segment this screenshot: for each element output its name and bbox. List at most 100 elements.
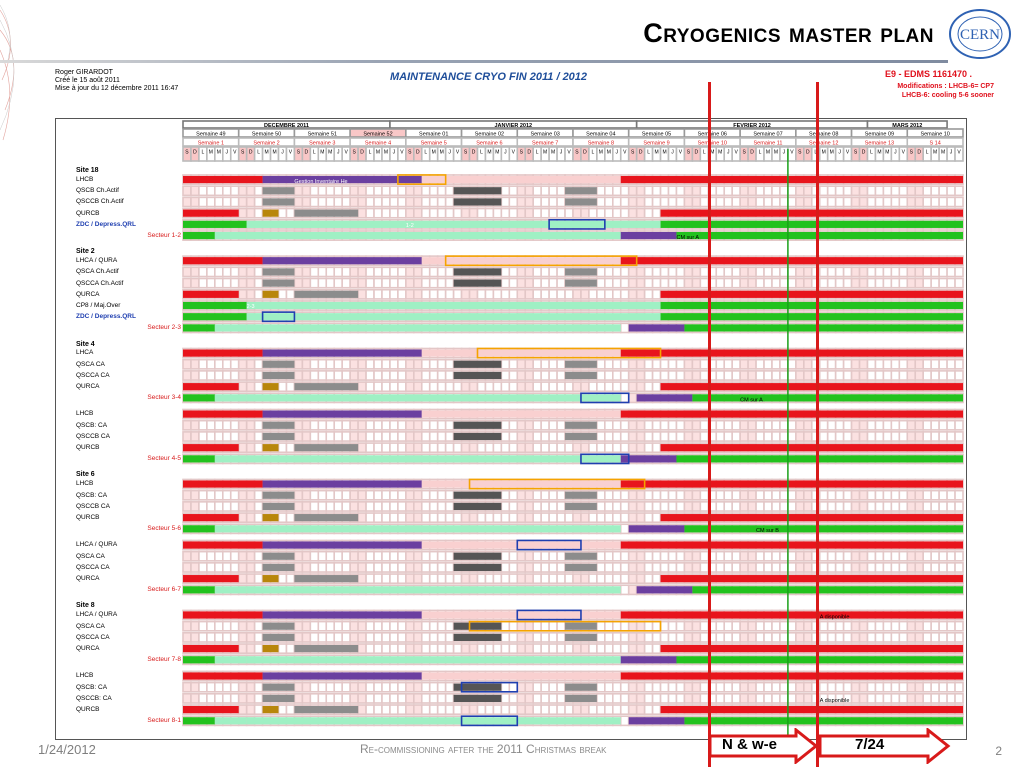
grid-cell xyxy=(397,501,407,512)
day-letter: L xyxy=(703,150,706,156)
grid-cell xyxy=(651,277,662,289)
grid-cell xyxy=(659,681,670,693)
grid-cell xyxy=(444,692,455,704)
grid-cell xyxy=(604,185,614,197)
activity-bar xyxy=(565,187,597,195)
grid-cell xyxy=(198,501,208,512)
updated-line: Mise à jour du 12 décembre 2011 16:47 xyxy=(55,85,179,92)
grid-cell xyxy=(723,620,733,632)
grid-cell xyxy=(301,358,312,370)
grid-cell xyxy=(922,692,932,704)
qur-bar xyxy=(262,290,279,298)
zdc-bar xyxy=(183,301,247,310)
row-label: QSCCA CA xyxy=(76,563,110,571)
grid-cell xyxy=(349,631,359,643)
day-letter: J xyxy=(337,150,340,156)
grid-cell xyxy=(468,381,479,393)
activity-bar xyxy=(453,198,502,206)
grid-cell xyxy=(182,631,192,643)
grid-cell xyxy=(317,370,328,381)
grid-cell xyxy=(604,643,614,654)
grid-cell xyxy=(826,562,837,573)
grid-cell xyxy=(651,704,662,715)
grid-cell xyxy=(365,550,375,562)
sector-bar xyxy=(636,586,693,594)
grid-cell xyxy=(627,207,638,219)
grid-cell xyxy=(237,550,248,562)
grid-cell xyxy=(341,277,351,289)
grid-cell xyxy=(309,419,320,431)
grid-cell xyxy=(922,370,932,381)
day-letter: M xyxy=(822,150,826,156)
week-label: Semaine 03 xyxy=(530,132,559,138)
grid-cell xyxy=(405,550,415,562)
grid-cell xyxy=(293,196,304,208)
grid-cell xyxy=(866,501,877,512)
grid-cell xyxy=(516,704,527,715)
grid-cell xyxy=(771,562,781,573)
grid-cell xyxy=(906,370,917,381)
grid-cell xyxy=(572,442,582,454)
grid-cell xyxy=(604,550,614,562)
row-label: QURCB xyxy=(76,514,100,522)
grid-cell xyxy=(691,631,702,643)
activity-bar xyxy=(262,683,295,691)
grid-cell xyxy=(787,277,797,289)
grid-cell xyxy=(524,431,535,442)
day-letter: D xyxy=(695,150,699,156)
grid-cell xyxy=(428,442,439,454)
grid-cell xyxy=(922,185,932,197)
grid-cell xyxy=(818,550,829,562)
grid-cell xyxy=(627,643,638,654)
grid-cell xyxy=(826,489,837,501)
planning-box xyxy=(580,392,630,404)
grid-cell xyxy=(373,512,383,524)
grid-cell xyxy=(317,631,328,643)
grid-cell xyxy=(787,358,797,370)
grid-cell xyxy=(675,681,686,693)
grid-cell xyxy=(611,381,622,393)
grid-cell xyxy=(834,431,845,442)
grid-cell xyxy=(317,562,328,573)
grid-cell xyxy=(954,266,964,278)
grid-cell xyxy=(309,620,320,632)
grid-cell xyxy=(826,266,837,278)
row-label: LHCB xyxy=(76,410,94,418)
grid-cell xyxy=(357,573,367,585)
grid-cell xyxy=(619,715,630,727)
grid-cell xyxy=(221,266,232,278)
grid-cell xyxy=(755,562,765,573)
grid-cell xyxy=(357,704,367,715)
grid-cell xyxy=(818,681,829,693)
grid-cell xyxy=(293,358,304,370)
day-letter: L xyxy=(369,150,372,156)
grid-cell xyxy=(890,501,901,512)
cm-label: CM sur A xyxy=(676,235,699,241)
day-letter: M xyxy=(440,150,444,156)
grid-cell xyxy=(779,358,789,370)
grid-cell xyxy=(357,512,367,524)
grid-cell xyxy=(946,196,956,208)
grid-cell xyxy=(858,419,869,431)
first-row-bar xyxy=(421,410,621,418)
plan-title: MAINTENANCE CRYO FIN 2011 / 2012 xyxy=(390,71,588,83)
grid-cell xyxy=(556,358,566,370)
grid-cell xyxy=(850,370,861,381)
grid-cell xyxy=(938,620,948,632)
first-row-bar xyxy=(620,175,963,184)
grid-cell xyxy=(413,631,423,643)
grid-cell xyxy=(731,620,741,632)
grid-cell xyxy=(834,550,845,562)
grid-cell xyxy=(611,277,622,289)
grid-cell xyxy=(596,196,606,208)
grid-cell xyxy=(397,550,407,562)
grid-cell xyxy=(643,643,654,654)
box-label: 2-3 xyxy=(247,304,255,310)
grid-cell xyxy=(253,370,264,381)
first-row-bar xyxy=(262,410,422,418)
grid-cell xyxy=(524,631,535,643)
grid-cell xyxy=(818,431,829,442)
day-letter: V xyxy=(344,150,348,156)
grid-cell xyxy=(954,692,964,704)
grid-cell xyxy=(755,266,765,278)
